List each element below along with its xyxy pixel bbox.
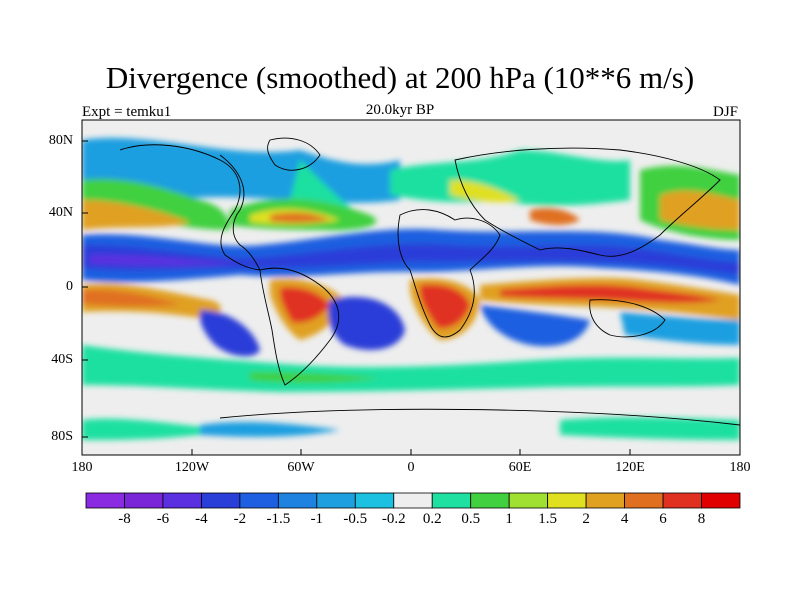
colorbar-tick-label: -6 <box>156 511 170 527</box>
colorbar-swatch <box>354 492 395 509</box>
colorbar-tick-label: 1 <box>505 511 513 527</box>
colorbar <box>85 492 741 509</box>
period-label: 20.0kyr BP <box>365 102 435 118</box>
colorbar-swatch <box>277 492 318 509</box>
colorbar-tick-label: -1.5 <box>266 511 291 527</box>
lat-label-40n: 40N <box>48 205 73 220</box>
map-title: Divergence (smoothed) at 200 hPa (10**6 … <box>105 60 695 95</box>
lat-label-40s: 40S <box>51 352 73 367</box>
colorbar-swatch <box>547 492 587 509</box>
colorbar-swatch <box>624 492 664 509</box>
colorbar-swatch <box>508 492 549 509</box>
lat-label-0: 0 <box>66 279 73 294</box>
lon-label-180e: 180 <box>729 460 751 475</box>
colorbar-swatch <box>662 492 702 509</box>
lon-label-120w: 120W <box>174 460 210 475</box>
colorbar-swatch <box>162 492 202 509</box>
colorbar-tick-label: 6 <box>659 511 667 527</box>
lon-label-60e: 60E <box>508 460 532 475</box>
lon-label-120e: 120E <box>615 460 645 475</box>
coastlines <box>119 137 740 426</box>
lat-label-80s: 80S <box>51 429 73 444</box>
colorbar-tick-label: 0.2 <box>422 511 442 527</box>
experiment-label: Expt = temku1 <box>82 104 172 120</box>
colorbar-tick-label: -1 <box>310 511 324 527</box>
colorbar-swatch <box>124 492 164 509</box>
colorbar-tick-label: 0.5 <box>461 511 481 527</box>
colorbar-tick-label: 8 <box>697 511 706 527</box>
season-label: DJF <box>712 104 738 120</box>
colorbar-tick-label: 2 <box>582 511 590 527</box>
colorbar-swatch <box>201 492 241 509</box>
colorbar-tick-label: -8 <box>118 511 131 527</box>
colorbar-swatch <box>701 492 741 509</box>
colorbar-swatch <box>85 492 125 509</box>
lon-label-180w: 180 <box>71 460 93 475</box>
colorbar-swatch <box>316 492 356 509</box>
lon-label-60w: 60W <box>287 460 315 475</box>
lon-label-0: 0 <box>407 460 415 475</box>
colorbar-swatch <box>431 492 472 509</box>
axis-ticks <box>81 140 741 455</box>
colorbar-swatch <box>393 492 433 509</box>
colorbar-tick-label: 4 <box>620 511 629 527</box>
colorbar-swatch <box>470 492 510 509</box>
colorbar-tick-label: 1.5 <box>538 511 558 527</box>
lat-label-80n: 80N <box>48 133 73 148</box>
colorbar-tick-label: -0.5 <box>343 511 368 527</box>
divergence-field <box>82 120 740 455</box>
colorbar-tick-label: -2 <box>233 511 247 527</box>
colorbar-tick-label: -0.2 <box>381 511 406 527</box>
colorbar-tick-label: -4 <box>195 511 208 527</box>
colorbar-swatch <box>239 492 279 509</box>
colorbar-swatch <box>585 492 625 509</box>
